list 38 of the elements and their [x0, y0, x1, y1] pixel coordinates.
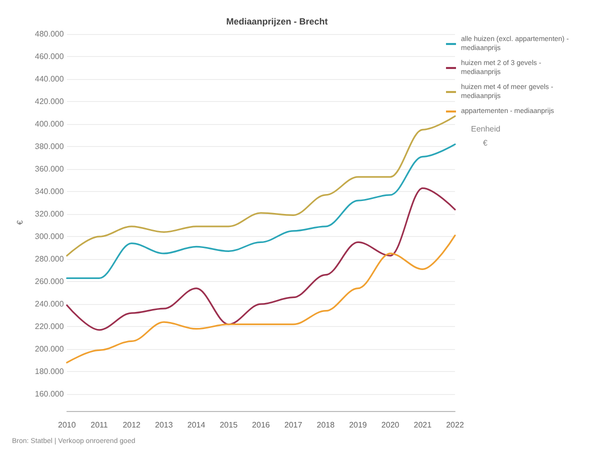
y-tick-label: 320.000	[34, 210, 64, 219]
x-tick-label: 2018	[316, 420, 336, 430]
x-tick-label: 2022	[446, 420, 464, 430]
text: Eenheid	[471, 124, 500, 134]
x-tick-label: 2017	[284, 420, 303, 430]
y-tick-label: 200.000	[34, 344, 64, 354]
y-tick-label: 180.000	[34, 367, 64, 376]
y-axis-title: €	[16, 220, 24, 225]
y-tick-label: 260.000	[34, 277, 64, 286]
x-tick-label: 2019	[349, 420, 368, 430]
y-tick-label: 220.000	[34, 322, 64, 332]
y-tick-label: 240.000	[34, 300, 64, 309]
x-tick-label: 2021	[414, 420, 432, 430]
y-tick-label: 360.000	[34, 164, 64, 174]
y-tick-label: 380.000	[34, 142, 64, 152]
line-series	[66, 115, 456, 256]
y-tick-label: 300.000	[34, 232, 64, 242]
x-tick-label: 2020	[381, 420, 400, 430]
x-tick-label: 2013	[155, 420, 174, 430]
text: €	[483, 138, 488, 148]
line-series	[66, 234, 456, 364]
y-tick-label: 440.000	[34, 74, 64, 84]
y-tick-label: 420.000	[34, 97, 64, 106]
y-tick-label: 340.000	[34, 187, 64, 196]
x-tick-label: 2010	[58, 420, 76, 430]
x-tick-label: 2015	[220, 420, 238, 430]
chart-title: Mediaanprijzen - Brecht	[226, 16, 328, 26]
y-tick-label: 400.000	[34, 120, 64, 129]
x-tick-label: 2011	[90, 420, 108, 430]
y-tick-label: 160.000	[34, 390, 64, 399]
line-series	[66, 187, 456, 331]
x-tick-label: 2016	[252, 420, 270, 430]
line-series	[66, 143, 456, 280]
x-tick-label: 2014	[187, 420, 206, 430]
x-tick-label: 2012	[122, 420, 142, 430]
y-tick-label: 280.000	[34, 254, 64, 264]
y-tick-label: 480.000	[34, 30, 64, 38]
y-tick-label: 460.000	[34, 52, 64, 62]
